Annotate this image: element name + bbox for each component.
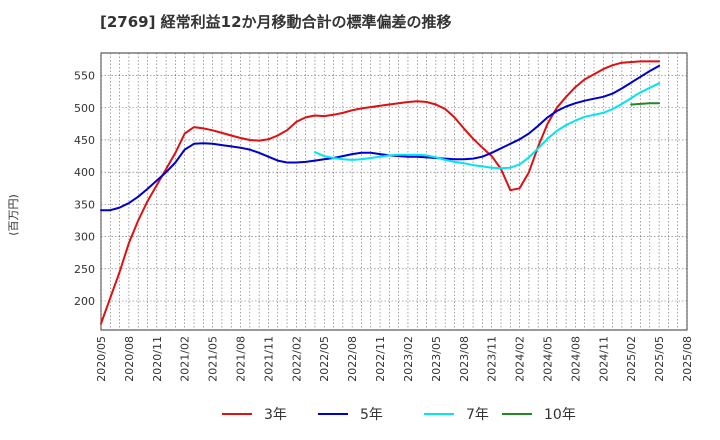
x-tick-label: 2020/11 [151,336,164,382]
x-tick-label: 2022/08 [346,336,359,382]
legend-label-4: 10年 [544,407,576,423]
x-tick-label: 2025/08 [681,336,694,382]
legend-label-2: 5年 [360,407,383,423]
y-tick-label: 550 [74,70,95,83]
x-tick-label: 2023/11 [486,336,499,382]
x-tick-label: 2023/02 [402,336,415,382]
series-line-1 [100,60,661,325]
legend-label-3: 7年 [466,407,489,423]
x-tick-label: 2022/05 [318,336,331,382]
x-tick-label: 2020/05 [95,336,108,382]
x-tick-label: 2021/08 [235,336,248,382]
plot-frame [100,52,688,331]
series-line-3 [313,82,661,170]
x-tick-label: 2021/11 [262,336,275,382]
y-tick-label: 400 [74,166,95,179]
y-axis-label: (百万円) [7,194,20,236]
series-line-4 [630,102,661,106]
x-tick-label: 2020/08 [123,336,136,382]
x-tick-label: 2021/02 [179,336,192,382]
plot-area [100,52,688,331]
x-axis-ticks: 2020/05 2020/08 2020/11 2021/02 2021/05 2021/… [95,336,694,382]
series-layer [100,60,661,325]
x-tick-label: 2025/05 [653,336,666,382]
x-tick-label: 2023/08 [458,336,471,382]
chart-title: [2769] 経常利益12か月移動合計の標準偏差の推移 [100,13,452,31]
x-tick-label: 2024/02 [514,336,527,382]
y-tick-label: 450 [74,134,95,147]
y-tick-label: 250 [74,263,95,276]
y-tick-label: 200 [74,295,95,308]
x-tick-label: 2022/02 [290,336,303,382]
x-tick-label: 2024/11 [597,336,610,382]
x-tick-label: 2021/05 [207,336,220,382]
y-tick-label: 500 [74,102,95,115]
x-tick-label: 2024/08 [569,336,582,382]
legend-label-1: 3年 [264,407,287,423]
x-tick-label: 2023/05 [430,336,443,382]
legend: 3年 5年 7年 10年 [222,407,576,423]
series-line-2 [100,64,661,212]
grid-lines [100,53,688,330]
x-tick-label: 2025/02 [625,336,638,382]
y-tick-label: 350 [74,198,95,211]
x-tick-label: 2024/05 [541,336,554,382]
x-tick-label: 2022/11 [374,336,387,382]
y-axis-ticks: 200 250 300 350 400 450 500 550 [74,70,95,308]
y-tick-label: 300 [74,231,95,244]
